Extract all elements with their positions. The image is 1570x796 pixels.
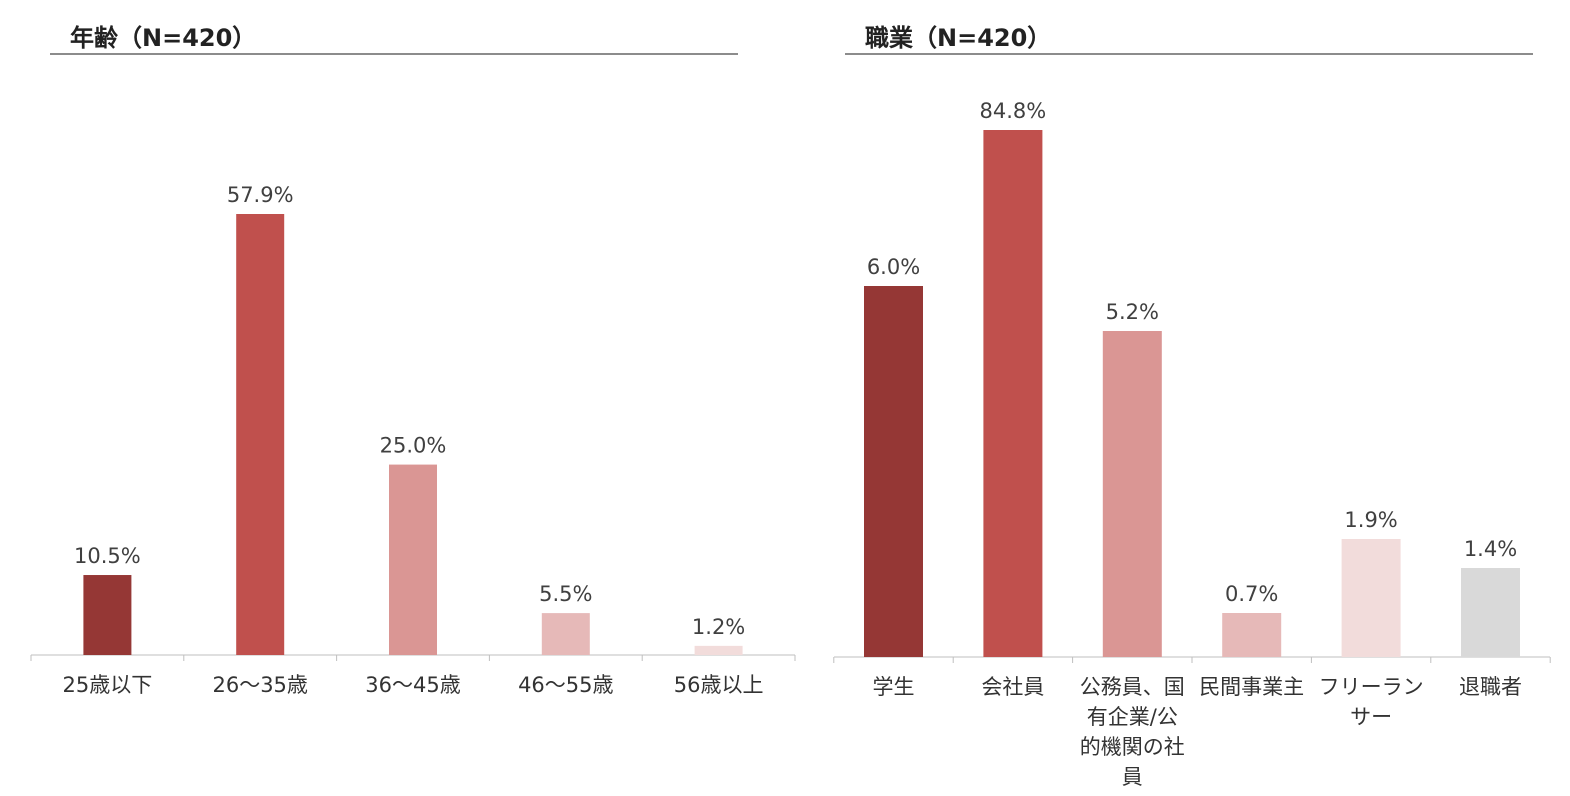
age-bar (389, 464, 437, 655)
occupation-value-label: 5.2% (1106, 300, 1159, 324)
age-bar (236, 214, 285, 655)
age-category-label: 25歳以下 (63, 673, 153, 697)
occupation-category-label: 有企業/公 (1087, 705, 1178, 729)
occupation-value-label: 1.4% (1464, 537, 1517, 561)
occupation-bar (1461, 568, 1520, 657)
age-bar (694, 645, 743, 655)
occupation-value-label: 6.0% (867, 255, 920, 279)
occupation-bar (1102, 331, 1162, 657)
age-category-label: 46～55歳 (518, 673, 613, 697)
age-category-label: 56歳以上 (674, 673, 764, 697)
occupation-category-label: 会社員 (981, 675, 1044, 699)
occupation-value-label: 84.8% (980, 99, 1047, 123)
occupation-category-label: 員 (1122, 765, 1143, 789)
occupation-category-label: 民間事業主 (1199, 675, 1304, 699)
occupation-bar (1341, 539, 1401, 657)
occupation-bar (983, 130, 1043, 657)
age-value-label: 25.0% (380, 434, 447, 458)
occupation-category-label: 退職者 (1459, 675, 1522, 699)
occupation-category-label: 学生 (873, 675, 915, 699)
occupation-bar (1222, 613, 1282, 657)
occupation-title-rule (845, 53, 1533, 55)
occupation-bar (864, 286, 923, 657)
age-value-label: 57.9% (227, 183, 294, 207)
age-value-label: 1.2% (692, 615, 745, 639)
age-value-label: 10.5% (74, 544, 141, 568)
age-title-rule (50, 53, 738, 55)
age-bar (541, 613, 590, 655)
occupation-category-label: サー (1350, 705, 1392, 729)
age-category-label: 26～35歳 (212, 673, 307, 697)
age-value-label: 5.5% (539, 582, 592, 606)
occupation-category-label: 的機関の社 (1080, 735, 1185, 759)
occupation-category-label: 公務員、国 (1080, 675, 1185, 699)
occupation-category-label: フリーラン (1319, 675, 1424, 699)
age-category-label: 36～45歳 (365, 673, 460, 697)
occupation-value-label: 0.7% (1225, 582, 1278, 606)
occupation-value-label: 1.9% (1344, 508, 1397, 532)
occupation-chart-title: 職業（N=420） (865, 24, 1052, 52)
age-chart-title: 年齢（N=420） (70, 24, 257, 52)
age-bar (83, 575, 132, 655)
